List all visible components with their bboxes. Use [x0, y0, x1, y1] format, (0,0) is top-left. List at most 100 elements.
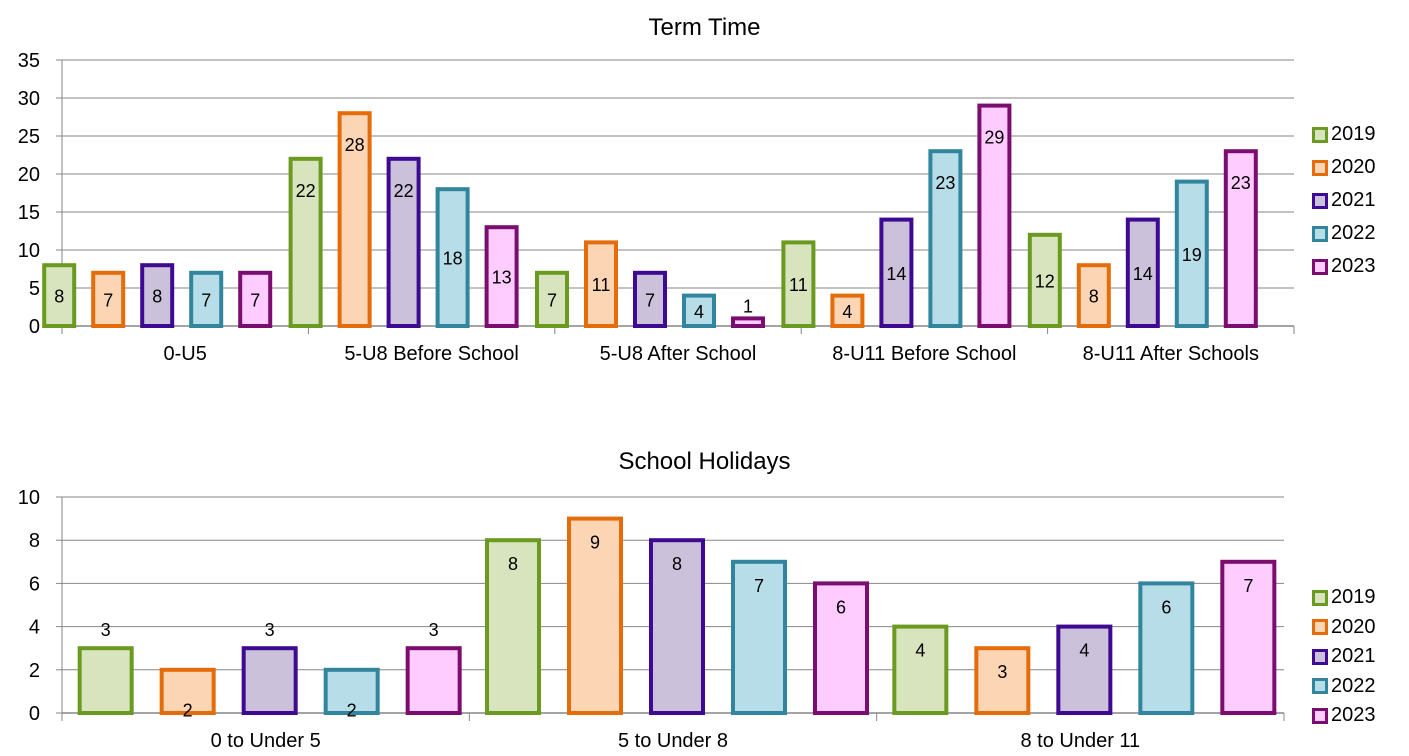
legend-swatch-2021 [1312, 192, 1328, 209]
data-label: 1 [743, 296, 753, 316]
data-label: 8 [152, 287, 162, 307]
category-label: 0-U5 [164, 343, 207, 365]
bar [323, 667, 380, 716]
legend-item-2023: 2023 [1312, 701, 1376, 731]
bar [159, 667, 216, 716]
data-label: 8 [54, 287, 64, 307]
legend-label: 2022 [1331, 674, 1376, 697]
data-label: 22 [394, 181, 414, 201]
bar [1138, 581, 1195, 715]
bar [892, 624, 949, 716]
bar [77, 646, 134, 715]
data-label: 23 [1231, 173, 1251, 193]
data-label: 4 [842, 302, 852, 322]
legend-swatch-2023 [1312, 707, 1328, 724]
bar [386, 156, 421, 328]
data-label: 3 [997, 662, 1007, 682]
data-label: 8 [508, 554, 518, 574]
legend-swatch-2022 [1312, 225, 1328, 242]
data-label: 3 [265, 620, 275, 640]
y-tick-label: 2 [29, 660, 40, 682]
bar [288, 156, 323, 328]
y-tick-label: 20 [18, 164, 40, 186]
data-label: 12 [1035, 271, 1055, 291]
bar [1223, 149, 1258, 328]
legend-label: 2020 [1331, 156, 1376, 178]
bar [1056, 624, 1113, 716]
bar [928, 149, 963, 328]
legend-item-2019: 2019 [1312, 118, 1376, 151]
legend-item-2023: 2023 [1312, 250, 1376, 283]
legend-label: 2019 [1331, 586, 1376, 609]
y-tick-label: 10 [18, 487, 40, 509]
term-time-chart: Term Time 0 5 10 15 20 25 30 35 0-U5 5-U8 Before … [18, 14, 1376, 365]
bar [91, 270, 126, 328]
data-label: 7 [1243, 576, 1253, 596]
data-label: 7 [754, 576, 764, 596]
data-label: 14 [886, 264, 906, 284]
data-label: 23 [935, 173, 955, 193]
data-label: 7 [645, 290, 655, 310]
chart-title: School Holidays [618, 448, 791, 475]
y-tick-label: 5 [29, 278, 40, 300]
legend-item-2022: 2022 [1312, 672, 1376, 702]
bar [189, 270, 224, 328]
data-label: 3 [101, 620, 111, 640]
data-label: 7 [201, 290, 211, 310]
bar [140, 263, 175, 329]
bar [1174, 179, 1209, 328]
category-label: 5 to Under 8 [618, 730, 728, 752]
y-tick-label: 35 [18, 50, 40, 72]
legend-item-2022: 2022 [1312, 217, 1376, 250]
legend-item-2020: 2020 [1312, 613, 1376, 643]
bar [974, 646, 1031, 715]
bar [484, 225, 519, 328]
y-tick-label: 0 [29, 703, 40, 725]
category-label: 8 to Under 11 [1020, 730, 1140, 752]
data-label: 4 [694, 302, 704, 322]
category-label: 8-U11 After Schools [1083, 343, 1259, 365]
y-tick-label: 6 [29, 573, 40, 595]
term-time-plot: 0 5 10 15 20 25 30 35 0-U5 5-U8 Before School 5-U8… [18, 50, 1295, 365]
bar [435, 187, 470, 328]
data-label: 18 [443, 249, 463, 269]
legend-item-2020: 2020 [1312, 151, 1376, 184]
data-label: 2 [347, 700, 357, 720]
data-label: 7 [547, 290, 557, 310]
data-label: 4 [915, 641, 925, 661]
bar [682, 293, 716, 329]
bar [485, 538, 541, 715]
data-label: 13 [492, 268, 512, 288]
category-label: 0 to Under 5 [211, 730, 321, 752]
bar [813, 581, 869, 715]
bar [731, 559, 787, 715]
bar [830, 293, 865, 329]
bar [649, 538, 705, 715]
bar [337, 111, 372, 328]
y-tick-label: 25 [18, 126, 40, 148]
legend-label: 2023 [1331, 704, 1376, 727]
legend-swatch-2019 [1312, 589, 1328, 606]
legend-item-2021: 2021 [1312, 184, 1376, 217]
bar [584, 240, 618, 328]
bar [535, 270, 569, 328]
legend-swatch-2021 [1312, 648, 1328, 665]
bar [781, 240, 816, 328]
bar [567, 516, 623, 715]
data-label: 19 [1182, 245, 1202, 265]
category-label: 5-U8 After School [600, 343, 757, 365]
legend-item-2021: 2021 [1312, 642, 1376, 672]
category-label: 8-U11 Before School [832, 343, 1016, 365]
data-label: 29 [984, 128, 1004, 148]
data-label: 7 [250, 290, 260, 310]
legend-swatch-2019 [1312, 126, 1328, 143]
bar [731, 316, 765, 328]
data-label: 4 [1079, 641, 1089, 661]
bar [1220, 559, 1277, 715]
data-label: 8 [672, 554, 682, 574]
category-label: 5-U8 Before School [344, 343, 519, 365]
legend-swatch-2023 [1312, 258, 1328, 275]
legend-label: 2019 [1331, 123, 1376, 145]
bar [977, 103, 1012, 328]
legend-label: 2020 [1331, 615, 1376, 638]
